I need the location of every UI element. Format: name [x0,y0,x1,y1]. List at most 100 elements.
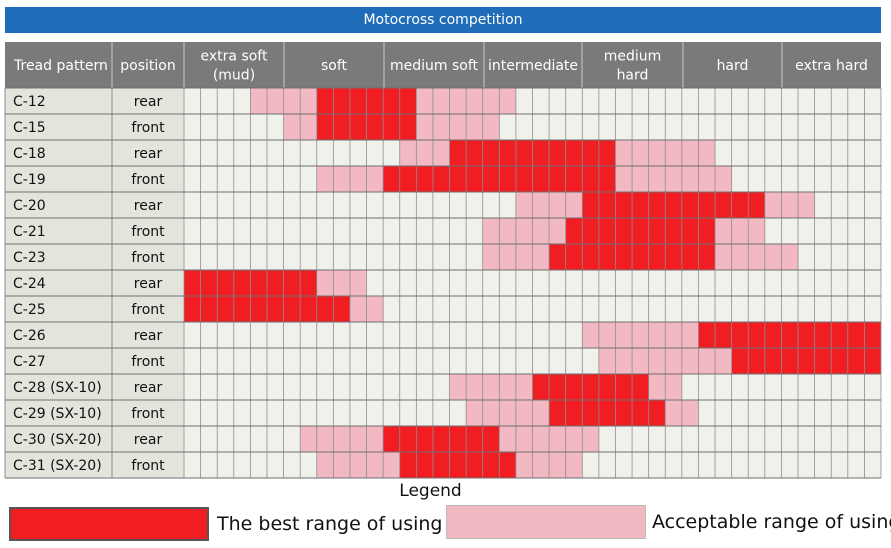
grid-cell-empty [665,88,682,114]
grid-cell-empty [432,374,450,400]
grid-cell-empty [764,452,782,478]
grid-cell-empty [399,218,417,244]
grid-cell-acceptable [632,322,649,348]
grid-cell-empty [864,452,881,478]
grid-cell-best [333,114,350,140]
row-label-bg [5,348,184,374]
grid-cell-empty [864,88,881,114]
grid-cell-acceptable [482,244,500,270]
grid-cell-empty [715,426,732,452]
grid-cell-empty [499,296,516,322]
position-label: front [131,172,165,188]
grid-cell-acceptable [781,192,799,218]
grid-cell-empty [184,166,201,192]
grid-cell-empty [449,348,467,374]
grid-cell-empty [748,270,765,296]
grid-cell-empty [349,218,367,244]
grid-cell-best [764,322,782,348]
tread-pattern-label: C-23 [13,250,46,266]
grid-cell-acceptable [416,88,433,114]
grid-cell-best [847,348,865,374]
grid-cell-best [549,244,566,270]
grid-cell-empty [715,140,732,166]
row-label-bg [5,296,184,322]
grid-cell-empty [814,426,832,452]
grid-cell-empty [482,322,500,348]
grid-cell-best [200,270,218,296]
grid-cell-empty [449,192,467,218]
grid-cell-empty [831,88,848,114]
grid-cell-best [864,348,881,374]
grid-cell-empty [798,374,815,400]
grid-cell-empty [416,244,433,270]
grid-cell-empty [233,374,251,400]
grid-cell-empty [316,192,334,218]
header-medium-hard: medium hard [604,49,662,84]
grid-cell-empty [549,88,566,114]
grid-cell-empty [632,426,649,452]
grid-cell-empty [648,452,666,478]
grid-cell-empty [864,270,881,296]
grid-cell-empty [847,88,865,114]
grid-cell-empty [333,140,350,166]
row-label-bg [5,218,184,244]
grid-cell-empty [632,114,649,140]
grid-cell-empty [549,348,566,374]
grid-cell-best [549,400,566,426]
grid-cell-empty [333,348,350,374]
grid-cell-empty [366,244,384,270]
grid-cell-best [665,218,682,244]
grid-cell-best [233,270,251,296]
grid-cell-empty [416,270,433,296]
grid-cell-empty [598,296,616,322]
grid-cell-best [383,426,400,452]
grid-cell-best [615,400,633,426]
grid-cell-empty [814,452,832,478]
grid-cell-empty [615,88,633,114]
grid-cell-empty [383,218,400,244]
grid-cell-empty [515,322,533,348]
grid-cell-acceptable [665,374,682,400]
grid-cell-empty [715,452,732,478]
grid-cell-best [515,166,533,192]
grid-cell-best [316,114,334,140]
position-label: rear [134,380,163,396]
grid-cell-best [598,218,616,244]
row-label-bg [5,114,184,140]
grid-cell-best [698,218,716,244]
grid-cell-empty [565,348,583,374]
grid-cell-empty [233,218,251,244]
grid-cell-best [349,114,367,140]
grid-cell-empty [565,296,583,322]
grid-cell-best [200,296,218,322]
grid-cell-best [432,166,450,192]
grid-cell-empty [681,426,699,452]
grid-cell-empty [333,244,350,270]
grid-cell-acceptable [366,296,384,322]
grid-cell-acceptable [632,166,649,192]
grid-cell-empty [349,348,367,374]
grid-cell-empty [681,296,699,322]
grid-cell-empty [798,218,815,244]
grid-cell-empty [300,140,317,166]
grid-cell-best [283,270,301,296]
grid-cell-empty [781,426,799,452]
grid-cell-best [582,218,599,244]
grid-cell-empty [515,270,533,296]
position-label: rear [134,276,163,292]
grid-cell-empty [814,192,832,218]
grid-cell-best [383,114,400,140]
grid-cell-best [698,322,716,348]
legend-title: Legend [399,481,462,501]
grid-cell-empty [399,374,417,400]
grid-cell-empty [184,348,201,374]
grid-cell-acceptable [532,400,550,426]
grid-cell-empty [831,166,848,192]
grid-cell-best [432,452,450,478]
grid-cell-empty [764,270,782,296]
grid-cell-acceptable [565,452,583,478]
grid-cell-empty [233,426,251,452]
grid-cell-best [300,270,317,296]
grid-cell-empty [598,114,616,140]
grid-cell-acceptable [432,88,450,114]
